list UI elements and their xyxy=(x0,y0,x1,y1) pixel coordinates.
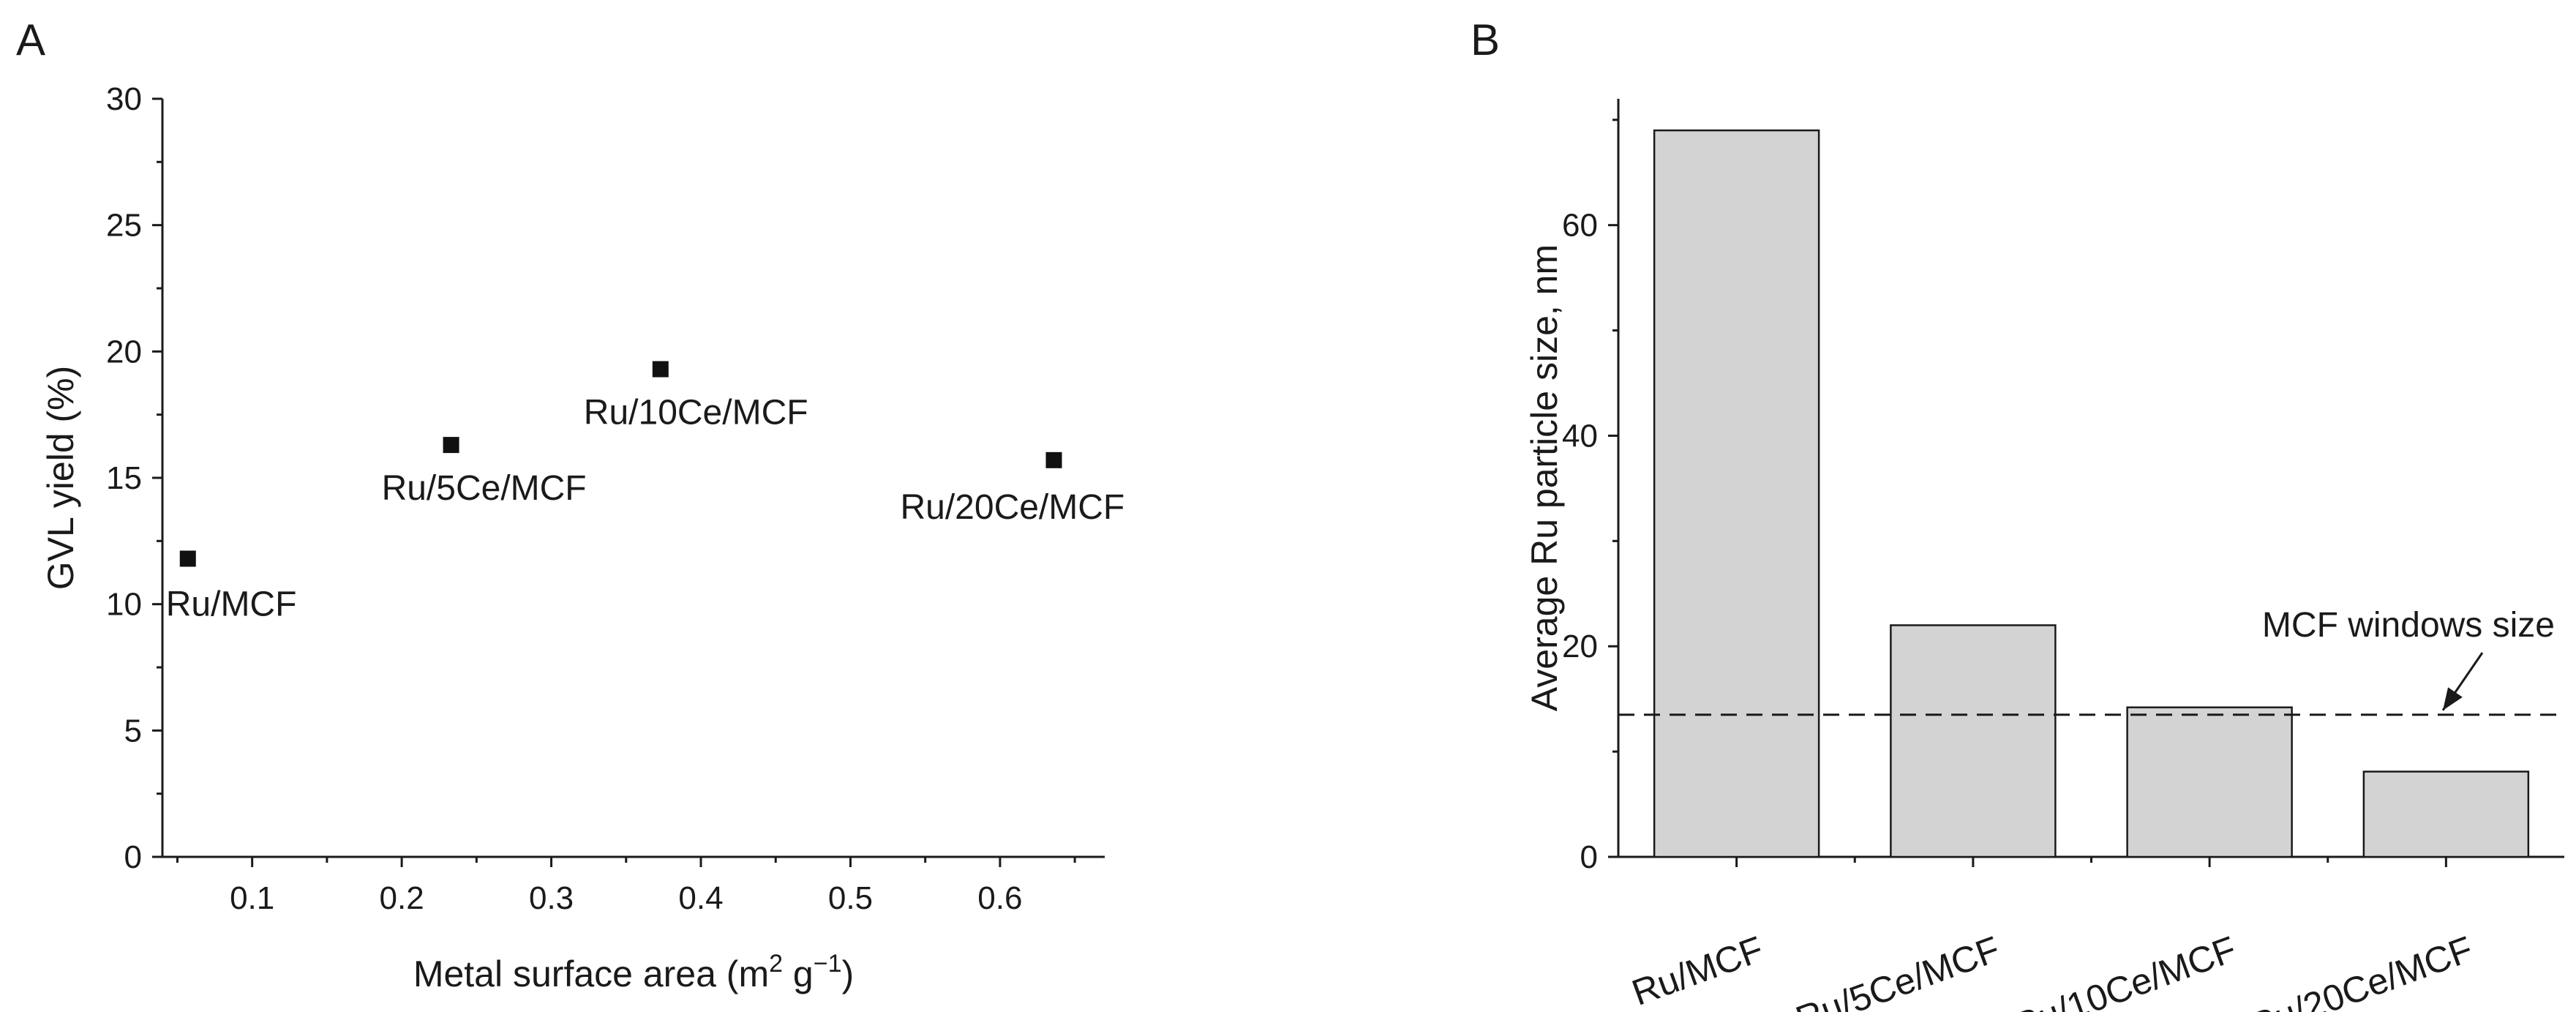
panel-a-y-ticks: 0 5 10 15 20 25 30 xyxy=(106,81,162,875)
panel-b-y-tick-label: 40 xyxy=(1562,418,1598,454)
mcf-windows-size-arrow xyxy=(2441,652,2484,711)
panel-a-y-tick-label: 0 xyxy=(124,839,142,875)
x-title-part2: g xyxy=(783,953,814,994)
panel-b-y-tick-label: 0 xyxy=(1580,839,1598,875)
panel-a-x-tick-label: 0.6 xyxy=(977,880,1022,916)
panel-b-y-ticks: 0 20 40 60 xyxy=(1562,119,1618,875)
panel-a-y-tick-label: 15 xyxy=(106,460,142,496)
panel-b-category-label: Ru/5Ce/MCF xyxy=(1790,929,2005,1012)
panel-a-y-tick-label: 30 xyxy=(106,81,142,117)
x-title-part1: Metal surface area (m xyxy=(413,953,769,994)
panel-a-x-tick-label: 0.1 xyxy=(230,880,274,916)
panel-a-point xyxy=(179,550,196,567)
panel-a-label: A xyxy=(16,15,45,64)
panel-b-bar-chart: B 0 20 40 60 Ru/MCF Ru/5Ce/MCF Ru/10Ce/MCF Ru/… xyxy=(1471,15,2564,1012)
panel-a-scatter-chart: A 0 5 10 15 20 25 30 0.1 0.2 0.3 0.4 0.5 0.6 GVL yi… xyxy=(16,15,1124,994)
panel-a-y-axis-title: GVL yield (%) xyxy=(40,366,81,591)
panel-b-category-label: Ru/20Ce/MCF xyxy=(2245,929,2478,1012)
x-title-sup2: −1 xyxy=(814,950,842,978)
panel-a-x-tick-label: 0.5 xyxy=(828,880,873,916)
x-title-sup1: 2 xyxy=(769,950,783,978)
panel-a-y-tick-label: 10 xyxy=(106,587,142,623)
panel-a-y-tick-label: 5 xyxy=(124,713,142,749)
panel-a-point-label: Ru/20Ce/MCF xyxy=(900,488,1124,527)
panel-b-bars xyxy=(1653,129,2530,858)
panel-a-x-axis-title: Metal surface area (m2 g−1) xyxy=(413,950,854,994)
panel-b-bar xyxy=(2362,771,2530,858)
panel-a-point xyxy=(443,437,459,454)
panel-b-category-label: Ru/MCF xyxy=(1626,929,1768,1012)
panel-a-point xyxy=(652,361,669,378)
panel-b-y-tick-label: 20 xyxy=(1562,629,1598,664)
panel-a-point-label: Ru/10Ce/MCF xyxy=(584,394,808,432)
panel-a-point-label: Ru/MCF xyxy=(166,585,297,624)
panel-b-label: B xyxy=(1471,15,1500,64)
panel-a-x-tick-label: 0.3 xyxy=(529,880,574,916)
panel-b-bar xyxy=(2126,706,2293,858)
panel-b-bar xyxy=(1890,624,2057,858)
mcf-windows-size-label: MCF windows size xyxy=(2262,606,2555,645)
panel-a-y-tick-label: 25 xyxy=(106,208,142,244)
panel-a-x-tick-label: 0.2 xyxy=(380,880,424,916)
panel-a-y-tick-label: 20 xyxy=(106,334,142,370)
panel-b-x-ticks: Ru/MCF Ru/5Ce/MCF Ru/10Ce/MCF Ru/20Ce/MCF xyxy=(1626,857,2478,1012)
arrow-head xyxy=(2443,687,2463,711)
panel-a-x-ticks: 0.1 0.2 0.3 0.4 0.5 0.6 xyxy=(176,857,1076,916)
panel-a-points: Ru/MCF Ru/5Ce/MCF Ru/10Ce/MCF Ru/20Ce/MCF xyxy=(166,361,1124,624)
panel-b-category-label: Ru/10Ce/MCF xyxy=(2008,929,2241,1012)
panel-b-y-axis-title: Average Ru particle size, nm xyxy=(1524,244,1565,711)
panel-b-y-tick-label: 60 xyxy=(1562,208,1598,244)
x-title-part3: ) xyxy=(842,953,855,994)
panel-a-point xyxy=(1045,451,1062,468)
panel-b-bar xyxy=(1653,129,1820,858)
panel-a-x-tick-label: 0.4 xyxy=(678,880,723,916)
panel-a-point-label: Ru/5Ce/MCF xyxy=(382,469,587,508)
